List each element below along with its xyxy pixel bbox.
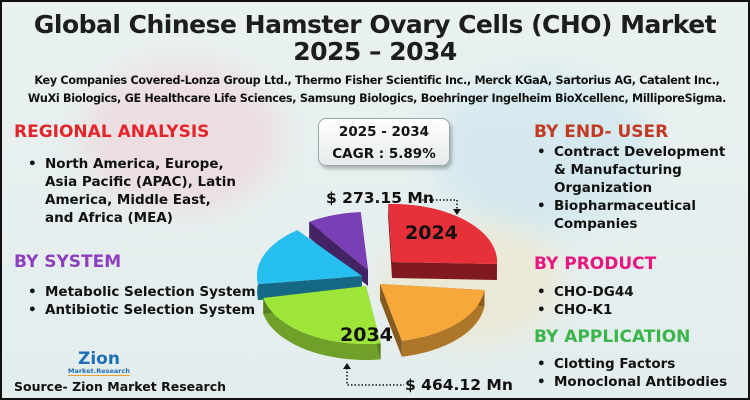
key-companies: Key Companies Covered-Lonza Group Ltd., … xyxy=(27,74,727,105)
leader-line-2034 xyxy=(346,368,404,386)
slice-2024 xyxy=(388,204,497,281)
list-item: CHO-DG44 xyxy=(537,283,737,301)
product-list: CHO-DG44 CHO-K1 xyxy=(537,283,737,319)
list-item: Metabolic Selection System xyxy=(28,283,278,301)
slice-blue xyxy=(257,230,362,301)
list-item: Monoclonal Antibodies xyxy=(537,373,747,391)
leader-line-2024 xyxy=(422,199,458,210)
value-2024: $ 273.15 Mn xyxy=(326,189,434,207)
regional-heading: REGIONAL ANALYSIS xyxy=(14,122,210,142)
end-user-list: Contract Development & Manufacturing Org… xyxy=(537,143,737,233)
arrow-icon xyxy=(343,363,351,369)
cagr-period: 2025 - 2034 xyxy=(338,124,430,140)
arrow-icon xyxy=(453,209,461,215)
application-list: Clotting Factors Monoclonal Antibodies xyxy=(537,355,747,391)
cagr-value: CAGR : 5.89% xyxy=(332,146,436,162)
end-user-heading: BY END- USER xyxy=(534,122,669,142)
value-2034: $ 464.12 Mn xyxy=(405,376,513,394)
list-item: Contract Development & Manufacturing Org… xyxy=(537,143,737,197)
page-title: Global Chinese Hamster Ovary Cells (CHO)… xyxy=(33,10,717,39)
regional-list: North America, Europe, Asia Pacific (APA… xyxy=(28,155,243,227)
list-item: Clotting Factors xyxy=(537,355,747,373)
label-2034: 2034 xyxy=(340,324,393,346)
label-2024: 2024 xyxy=(405,222,458,244)
system-list: Metabolic Selection System Antibiotic Se… xyxy=(28,283,278,319)
list-item: Biopharmaceutical Companies xyxy=(537,197,737,233)
application-heading: BY APPLICATION xyxy=(534,327,691,347)
page-subtitle: 2025 – 2034 xyxy=(293,37,457,66)
slice-2034 xyxy=(263,286,381,360)
slice-orange xyxy=(380,284,485,357)
system-heading: BY SYSTEM xyxy=(14,252,122,272)
source-text: Source- Zion Market Research xyxy=(14,379,227,394)
product-heading: BY PRODUCT xyxy=(534,254,657,274)
list-item: North America, Europe, Asia Pacific (APA… xyxy=(28,155,243,227)
list-item: CHO-K1 xyxy=(537,301,737,319)
list-item: Antibiotic Selection System xyxy=(28,301,278,319)
zion-logo: Zion Market.Research xyxy=(68,349,130,376)
cagr-box: 2025 - 2034 CAGR : 5.89% xyxy=(318,118,450,166)
